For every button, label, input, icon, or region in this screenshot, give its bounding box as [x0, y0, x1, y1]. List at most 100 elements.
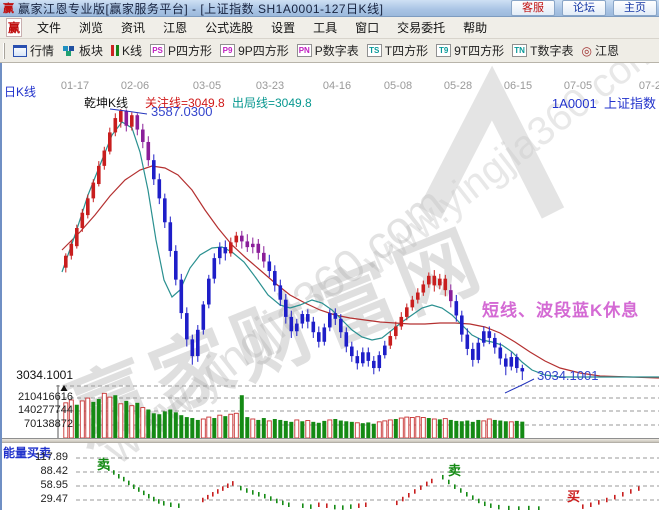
candle-body: [256, 243, 261, 253]
pane-separator[interactable]: [0, 438, 659, 443]
gann-target-icon: ◎: [581, 43, 592, 58]
toolbar-item-9P四方形[interactable]: P9 9P四方形: [216, 41, 293, 60]
support-pointer-line: [504, 378, 535, 394]
volume-bar: [190, 418, 195, 438]
volume-bar: [476, 419, 481, 438]
toolbar-item-P数字表[interactable]: PN P数字表: [293, 41, 363, 60]
volume-bar: [300, 421, 305, 438]
volume-axis-label: 140277744: [17, 404, 73, 416]
indicator-tick: [420, 485, 422, 490]
toolbar-item-label: 9T四方形: [454, 44, 505, 58]
volume-bar: [135, 402, 140, 438]
toolbar-item-label: T四方形: [384, 44, 429, 58]
menu-item-工具[interactable]: 工具: [313, 21, 338, 35]
volume-bar: [481, 420, 487, 439]
menu-item-文件[interactable]: 文件: [37, 21, 62, 35]
indicator-tick: [342, 505, 344, 510]
toolbar-item-9T四方形[interactable]: T9 9T四方形: [432, 41, 508, 60]
volume-arrow-marker: [60, 385, 68, 391]
toolbar-item-江恩[interactable]: ◎ 江恩: [577, 41, 623, 60]
toolbar-item-label: 9P四方形: [238, 44, 289, 58]
candle-body: [328, 313, 332, 328]
candle-body: [394, 326, 398, 337]
menu-item-资讯[interactable]: 资讯: [121, 21, 146, 35]
watch-line-value: 关注线=3049.8: [145, 96, 225, 110]
menu-item-交易委托[interactable]: 交易委托: [397, 21, 446, 35]
candle-body: [372, 360, 376, 369]
toolbar-item-T四方形[interactable]: TS T四方形: [363, 41, 432, 60]
candle-body: [361, 352, 365, 364]
toolbar-item-P四方形[interactable]: PS P四方形: [146, 41, 216, 60]
volume-bar: [168, 409, 173, 438]
chart-canvas[interactable]: 赢家财富网 www.yingjia360.com www.yingjia360.…: [0, 63, 659, 510]
indicator-tick: [414, 489, 416, 494]
volume-bar: [459, 421, 464, 438]
titlebar-button-主页[interactable]: 主页: [613, 0, 657, 16]
candle-body: [69, 243, 74, 256]
toolbar-item-板块[interactable]: 板块: [58, 41, 107, 60]
toolbar-item-行情[interactable]: 行情: [9, 41, 58, 60]
menu-app-icon: 赢: [6, 18, 23, 37]
indicator-tick: [158, 499, 160, 504]
symbol-code-name: 1A0001 上证指数: [552, 93, 656, 112]
date-axis-label: 04-16: [322, 80, 352, 92]
volume-bar: [113, 395, 118, 438]
volume-bar: [448, 419, 453, 438]
volume-bar: [398, 417, 404, 439]
volume-bar: [360, 423, 365, 438]
menu-item-浏览[interactable]: 浏览: [79, 21, 104, 35]
titlebar-button-论坛[interactable]: 论坛: [562, 0, 606, 16]
watermark-triangle: [418, 65, 565, 219]
candle-body: [113, 118, 118, 133]
candle-body: [245, 241, 250, 248]
volume-bar: [157, 414, 162, 438]
candle-body: [163, 198, 167, 223]
indicator-tick: [282, 500, 284, 506]
indicator-tick: [590, 502, 592, 507]
window-left-border: [0, 63, 2, 510]
menu-item-窗口[interactable]: 窗口: [355, 21, 380, 35]
volume-bar: [118, 403, 124, 439]
indicator-tick: [148, 493, 150, 499]
volume-bar: [322, 420, 327, 438]
volume-bar: [327, 419, 333, 439]
menu-item-江恩[interactable]: 江恩: [163, 21, 188, 35]
toolbar-item-T数字表[interactable]: TN T数字表: [508, 41, 577, 60]
candle-body: [438, 278, 442, 286]
indicator-tick: [252, 490, 254, 495]
indicator-tick: [598, 500, 600, 505]
menu-item-公式选股[interactable]: 公式选股: [205, 21, 254, 35]
candle-body: [119, 110, 123, 122]
volume-bar: [266, 420, 272, 439]
indicator-tick: [396, 500, 398, 506]
indicator-tick: [606, 497, 608, 503]
date-axis-label: 06-15: [503, 80, 533, 92]
candle-body: [410, 299, 415, 308]
indicator-axis-label: 88.42: [40, 465, 68, 477]
candle-body: [344, 332, 349, 347]
candle-body: [355, 356, 360, 364]
indicator-tick: [622, 492, 624, 497]
volume-bar: [173, 412, 178, 438]
candle-body: [487, 331, 492, 338]
volume-bar: [454, 420, 459, 438]
volume-bar: [239, 395, 244, 438]
candle-body: [223, 247, 228, 254]
TN-badge-icon: TN: [512, 44, 528, 57]
toolbar-item-K线[interactable]: K线: [107, 41, 146, 60]
menu-item-帮助[interactable]: 帮助: [463, 21, 488, 35]
candle-body: [262, 252, 266, 262]
indicator-tick: [466, 492, 468, 497]
indicator-tick: [153, 496, 155, 502]
volume-bar: [470, 421, 475, 438]
candle-body: [135, 115, 140, 130]
indicator-tick: [232, 481, 234, 486]
menu-item-设置[interactable]: 设置: [271, 21, 296, 35]
candle-body: [476, 342, 481, 360]
indicator-tick: [318, 502, 320, 507]
volume-bar: [354, 422, 360, 439]
candle-body: [509, 357, 514, 367]
titlebar-button-客服[interactable]: 客服: [511, 0, 555, 16]
indicator-tick: [498, 504, 500, 510]
title-bar: 赢 赢家江恩专业版[赢家服务平台] - [上证指数 SH1A0001-127日K…: [0, 0, 659, 17]
